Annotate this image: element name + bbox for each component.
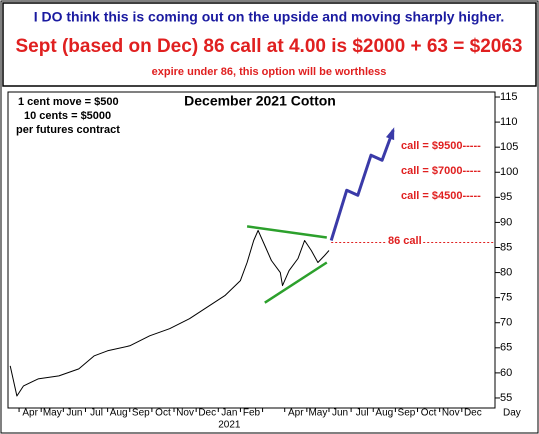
y-tick-label: 95: [500, 191, 512, 203]
x-tick-label: Dec: [198, 408, 216, 419]
y-tick-label: 105: [500, 141, 518, 153]
x-tick-label: Aug: [110, 408, 128, 419]
annotation: per futures contract: [16, 124, 120, 136]
y-tick-label: 70: [500, 317, 512, 329]
x-tick-label: Aug: [375, 408, 393, 419]
series-line: [9, 229, 330, 397]
plot-area: [7, 91, 496, 409]
x-tick-label: Feb: [243, 408, 261, 419]
arrow-head: [385, 127, 395, 141]
x-tick-label: Jul: [356, 408, 369, 419]
x-tick-label: Apr: [288, 408, 304, 419]
y-tick-label: 65: [500, 342, 512, 354]
y-tick-label: 60: [500, 367, 512, 379]
x-tick-label: Oct: [421, 408, 437, 419]
header-line: I DO think this is coming out on the ups…: [34, 9, 505, 25]
x-tick-label: May: [43, 408, 62, 419]
year-label: 2021: [218, 420, 241, 431]
annotation: 86 call: [388, 235, 422, 247]
x-tick-label: Jan: [221, 408, 237, 419]
annotation: 1 cent move = $500: [18, 96, 119, 108]
x-tick-label: Jul: [90, 408, 103, 419]
x-tick-label: Sep: [132, 408, 150, 419]
header-box: [2, 2, 537, 87]
annotation: call = $4500-----: [401, 190, 481, 202]
x-tick-label: Apr: [22, 408, 38, 419]
y-tick-label: 100: [500, 166, 518, 178]
y-tick-label: 75: [500, 292, 512, 304]
y-tick-label: 90: [500, 216, 512, 228]
chart-title: December 2021 Cotton: [184, 93, 336, 109]
x-tick-label: Nov: [442, 408, 460, 419]
x-tick-label: Nov: [176, 408, 194, 419]
x-tick-label: Jun: [66, 408, 82, 419]
series-line: [264, 261, 328, 304]
x-tick-label: Sep: [398, 408, 416, 419]
header-line: expire under 86, this option will be wor…: [152, 66, 387, 78]
x-tick-label: Dec: [464, 408, 482, 419]
series-line: [329, 129, 395, 241]
series-line: [246, 225, 327, 239]
annotation: call = $7000-----: [401, 165, 481, 177]
x-tick-label: Oct: [155, 408, 171, 419]
header-line: Sept (based on Dec) 86 call at 4.00 is $…: [16, 36, 523, 57]
x-tick-label: May: [308, 408, 327, 419]
annotation: 10 cents = $5000: [24, 110, 111, 122]
y-tick-label: 115: [500, 91, 518, 103]
x-axis-label: Day: [503, 408, 521, 419]
y-tick-label: 110: [500, 116, 518, 128]
annotation: call = $9500-----: [401, 140, 481, 152]
y-tick-label: 85: [500, 241, 512, 253]
y-tick-label: 55: [500, 392, 512, 404]
x-tick-label: Jun: [332, 408, 348, 419]
y-tick-label: 80: [500, 266, 512, 278]
